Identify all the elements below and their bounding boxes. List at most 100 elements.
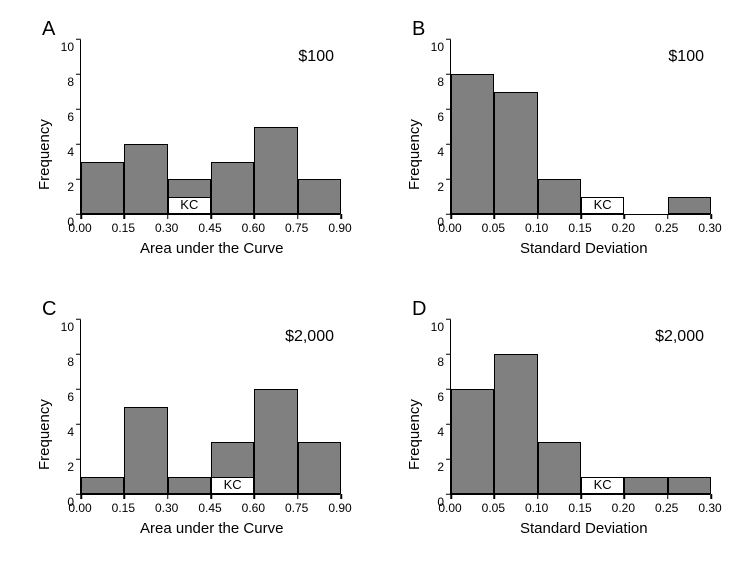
ytick [76, 423, 81, 425]
ytick-label: 4 [428, 145, 444, 159]
figure: A KC $100 Frequency Area under the Curve… [0, 0, 755, 577]
ytick [446, 423, 451, 425]
panel-D: KC $2,000 [450, 320, 710, 495]
ytick-label: 2 [428, 460, 444, 474]
ylabel-B: Frequency [406, 119, 423, 190]
xtick-label: 0.60 [242, 501, 265, 515]
bar [494, 92, 537, 215]
bar [81, 477, 124, 495]
ytick-label: 10 [58, 40, 74, 54]
panel-A: KC $100 [80, 40, 340, 215]
bar [624, 477, 667, 495]
plot-area-D: KC [450, 320, 710, 495]
xtick-label: 0.90 [328, 221, 351, 235]
xtick-label: 0.30 [155, 501, 178, 515]
ytick-label: 2 [428, 180, 444, 194]
kc-label: KC [594, 477, 612, 492]
xtick-label: 0.30 [155, 221, 178, 235]
xtick-label: 0.10 [525, 221, 548, 235]
ytick-label: 4 [58, 145, 74, 159]
xtick [124, 494, 126, 499]
ytick-label: 4 [58, 425, 74, 439]
xtick [494, 494, 496, 499]
plot-area-C: KC [80, 320, 340, 495]
ytick [446, 178, 451, 180]
ytick-label: 8 [428, 75, 444, 89]
ytick [446, 493, 451, 495]
xtick [537, 214, 539, 219]
xtick [210, 214, 212, 219]
ytick [76, 458, 81, 460]
xtick [710, 214, 712, 219]
panel-label-D: D [412, 298, 426, 321]
ytick-label: 2 [58, 180, 74, 194]
ytick-label: 0 [58, 215, 74, 229]
annotation-B: $100 [668, 48, 704, 66]
xtick-label: 0.30 [698, 221, 721, 235]
xtick-label: 0.25 [655, 221, 678, 235]
xtick [254, 214, 256, 219]
ytick-label: 4 [428, 425, 444, 439]
bar [254, 389, 297, 494]
xtick-label: 0.15 [112, 501, 135, 515]
ylabel-D: Frequency [406, 399, 423, 470]
xtick-label: 0.45 [198, 221, 221, 235]
xtick [80, 494, 82, 499]
annotation-C: $2,000 [285, 328, 334, 346]
xtick-label: 0.15 [568, 221, 591, 235]
bar [538, 179, 581, 214]
xtick [450, 494, 452, 499]
ytick-label: 6 [58, 110, 74, 124]
xtick-label: 0.15 [112, 221, 135, 235]
ytick-label: 0 [428, 495, 444, 509]
bar [538, 442, 581, 495]
xtick-label: 0.20 [612, 501, 635, 515]
xtick-label: 0.75 [285, 221, 308, 235]
ytick [76, 178, 81, 180]
xtick-label: 0.15 [568, 501, 591, 515]
panel-B: KC $100 [450, 40, 710, 215]
xtick-label: 0.25 [655, 501, 678, 515]
xtick [297, 214, 299, 219]
ytick-label: 10 [428, 320, 444, 334]
xtick [580, 494, 582, 499]
xlabel-B: Standard Deviation [520, 240, 648, 257]
kc-label: KC [594, 197, 612, 212]
xtick [297, 494, 299, 499]
ytick [76, 213, 81, 215]
ytick-label: 8 [58, 75, 74, 89]
ytick [446, 388, 451, 390]
ytick-label: 0 [58, 495, 74, 509]
xtick [167, 494, 169, 499]
ytick-label: 6 [428, 390, 444, 404]
xtick [667, 214, 669, 219]
ytick-label: 6 [428, 110, 444, 124]
ytick [446, 353, 451, 355]
bar [451, 389, 494, 494]
plot-area-B: KC [450, 40, 710, 215]
ytick [446, 38, 451, 40]
ytick [76, 388, 81, 390]
panel-label-A: A [42, 18, 55, 41]
ytick [76, 493, 81, 495]
ytick-label: 10 [428, 40, 444, 54]
xtick-label: 0.05 [482, 501, 505, 515]
panel-C: KC $2,000 [80, 320, 340, 495]
xtick [167, 214, 169, 219]
ytick-label: 6 [58, 390, 74, 404]
xtick-label: 0.45 [198, 501, 221, 515]
bar [168, 477, 211, 495]
xtick [494, 214, 496, 219]
annotation-D: $2,000 [655, 328, 704, 346]
xtick-label: 0.90 [328, 501, 351, 515]
ytick [446, 318, 451, 320]
xtick [537, 494, 539, 499]
xtick-label: 0.75 [285, 501, 308, 515]
ytick [76, 38, 81, 40]
xtick [80, 214, 82, 219]
ytick [76, 73, 81, 75]
bar [81, 162, 124, 215]
ytick [446, 108, 451, 110]
kc-label: KC [224, 477, 242, 492]
bar [668, 197, 711, 215]
